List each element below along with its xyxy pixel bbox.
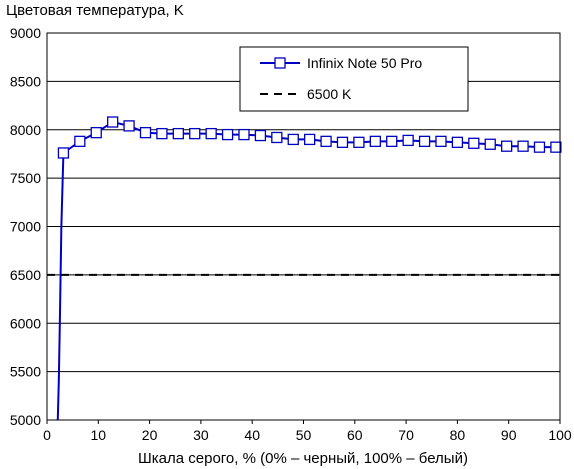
legend-label-infinix: Infinix Note 50 Pro — [307, 55, 422, 71]
data-point — [172, 127, 184, 140]
x-tick-label: 60 — [347, 427, 363, 443]
y-tick-label: 7500 — [10, 170, 41, 186]
y-tick-label: 5000 — [10, 412, 41, 428]
data-point — [90, 127, 102, 139]
data-point — [353, 136, 365, 148]
x-tick-labels: 0 10 20 30 40 50 60 70 80 90 100 — [43, 420, 572, 443]
data-point — [402, 134, 414, 147]
data-point — [418, 135, 431, 148]
data-point — [107, 116, 119, 128]
data-point — [123, 120, 135, 132]
data-point — [369, 135, 381, 148]
x-tick-label: 40 — [244, 427, 260, 443]
x-tick-label: 30 — [193, 427, 209, 443]
data-point — [74, 135, 86, 148]
data-point — [287, 133, 299, 146]
legend-label-6500k: 6500 K — [307, 86, 352, 102]
y-tick-labels: 5000 5500 6000 6500 7000 7500 8000 8500 9000 — [10, 25, 41, 428]
x-tick-label: 0 — [43, 427, 51, 443]
x-tick-label: 90 — [501, 427, 517, 443]
x-tick-label: 70 — [398, 427, 414, 443]
x-axis-title: Шкала серого, % (0% – черный, 100% – бел… — [138, 450, 468, 467]
data-point — [139, 127, 152, 139]
data-point — [451, 136, 464, 148]
data-point — [271, 131, 283, 144]
y-tick-label: 8500 — [10, 73, 41, 89]
x-tick-label: 10 — [91, 427, 107, 443]
y-tick-label: 9000 — [10, 25, 41, 41]
y-tick-label: 7000 — [10, 219, 41, 235]
data-point — [238, 128, 250, 141]
y-tick-label: 8000 — [10, 122, 41, 138]
x-tick-label: 80 — [450, 427, 466, 443]
data-point — [320, 135, 332, 148]
x-tick-label: 20 — [142, 427, 158, 443]
legend-marker-infinix — [274, 57, 286, 69]
data-point — [386, 135, 398, 148]
data-point — [336, 136, 349, 148]
data-point — [517, 140, 529, 152]
data-point — [550, 141, 562, 153]
data-point — [189, 127, 201, 140]
data-point — [221, 128, 234, 141]
y-tick-label: 6500 — [10, 267, 41, 283]
data-point — [468, 137, 480, 149]
plot-frame — [46, 32, 561, 421]
data-point — [156, 127, 168, 140]
data-point — [484, 138, 496, 150]
y-tick-label: 5500 — [10, 364, 41, 380]
data-point — [254, 129, 267, 142]
data-point — [500, 140, 513, 152]
x-tick-label: 100 — [548, 427, 572, 443]
y-tick-label: 6000 — [10, 315, 41, 331]
x-tick-label: 50 — [296, 427, 312, 443]
data-point — [304, 133, 316, 146]
legend: Infinix Note 50 Pro 6500 K — [239, 46, 469, 112]
data-point — [435, 135, 447, 148]
data-point — [57, 147, 70, 159]
series-layer — [47, 116, 562, 421]
data-point — [205, 127, 217, 140]
y-axis-title: Цветовая температура, K — [6, 2, 184, 19]
data-point — [533, 141, 546, 153]
